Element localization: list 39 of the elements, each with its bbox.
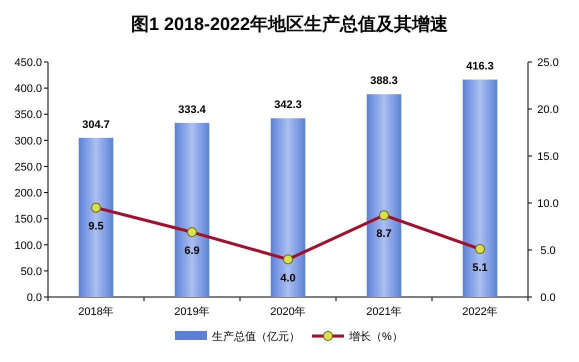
- legend-label: 生产总值（亿元）: [212, 330, 300, 343]
- y2-tick-label: 10.0: [537, 198, 559, 210]
- y2-tick-label: 15.0: [537, 151, 559, 163]
- data-label: 333.4: [178, 104, 207, 116]
- data-label: 342.3: [274, 99, 302, 112]
- data-label: 4.0: [280, 272, 296, 284]
- y-tick-label: 0.0: [26, 292, 42, 304]
- y2-tick-label: 5.0: [540, 245, 556, 257]
- x-tick-label: 2022年: [462, 306, 498, 318]
- y-tick-label: 300.0: [14, 135, 42, 148]
- data-label: 6.9: [184, 245, 200, 258]
- x-tick-label: 2019年: [174, 306, 210, 318]
- data-label: 388.3: [370, 75, 398, 88]
- bar: [462, 80, 498, 297]
- y-tick-label: 150.0: [14, 214, 42, 226]
- y-tick-label: 250.0: [14, 161, 42, 174]
- bar: [270, 118, 306, 297]
- bar: [366, 94, 402, 297]
- y-tick-label: 200.0: [14, 188, 42, 200]
- bar: [174, 122, 210, 297]
- data-label: 416.3: [466, 60, 494, 73]
- y-tick-label: 350.0: [14, 109, 42, 122]
- legend-label: 增长（%）: [348, 330, 403, 343]
- y-tick-label: 450.0: [14, 57, 42, 69]
- chart-title: 图1 2018-2022年地区生产总值及其增速: [130, 14, 448, 34]
- data-label: 304.7: [82, 118, 110, 131]
- data-label: 9.5: [88, 220, 104, 233]
- data-label: 5.1: [472, 262, 488, 274]
- y2-tick-label: 25.0: [537, 57, 559, 69]
- y2-tick-label: 0.0: [540, 292, 556, 304]
- y-tick-label: 50.0: [20, 266, 42, 278]
- bar: [78, 138, 114, 297]
- y2-tick-label: 20.0: [537, 104, 559, 116]
- x-tick-label: 2018年: [78, 306, 114, 318]
- y-tick-label: 400.0: [14, 83, 42, 96]
- data-label: 8.7: [376, 228, 392, 240]
- x-tick-label: 2021年: [366, 306, 402, 318]
- y-tick-label: 100.0: [14, 240, 42, 252]
- x-tick-label: 2020年: [270, 306, 306, 318]
